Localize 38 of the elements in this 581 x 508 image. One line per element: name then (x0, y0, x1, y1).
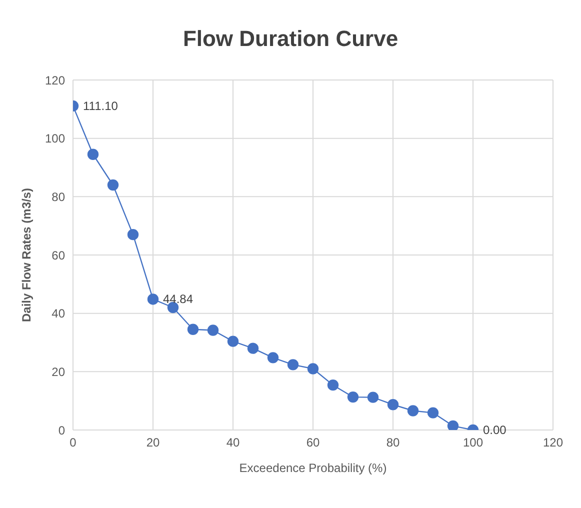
point (207, 324, 219, 336)
point (107, 179, 119, 191)
point (147, 294, 159, 305)
y-tick-label: 40 (52, 306, 66, 321)
x-tick-label: 80 (386, 436, 400, 450)
point (127, 228, 139, 240)
x-tick-label: 60 (306, 436, 320, 450)
x-tick-label: 20 (146, 436, 160, 450)
x-tick-label: 120 (542, 436, 564, 450)
x-axis-title: Exceedence Probability (%) (239, 461, 387, 475)
data-label: 44.84 (163, 292, 194, 306)
x-tick-label: 40 (226, 436, 240, 450)
point (267, 352, 279, 364)
point (87, 148, 99, 160)
point (227, 336, 239, 347)
y-tick-label: 120 (44, 73, 66, 88)
y-tick-label: 60 (52, 248, 66, 262)
y-tick-label: 0 (58, 423, 66, 438)
point (187, 324, 199, 335)
point (367, 392, 379, 403)
data-label: 0.00 (483, 423, 507, 437)
point (427, 407, 439, 418)
x-tick-label: 100 (462, 436, 484, 450)
data-label: 111.10 (83, 98, 118, 113)
point (387, 399, 399, 410)
point (327, 379, 339, 391)
point (347, 391, 359, 403)
y-tick-label: 80 (52, 190, 66, 204)
point (287, 359, 299, 370)
point (247, 342, 259, 354)
point (407, 405, 419, 416)
x-tick-label: 0 (70, 436, 77, 450)
chart-title: Flow Duration Curve (182, 26, 400, 53)
y-tick-label: 100 (44, 132, 66, 146)
point (307, 363, 319, 374)
y-tick-label: 20 (52, 364, 66, 379)
y-axis-title: Daily Flow Rates (m3/s) (19, 188, 34, 322)
point (447, 420, 459, 430)
